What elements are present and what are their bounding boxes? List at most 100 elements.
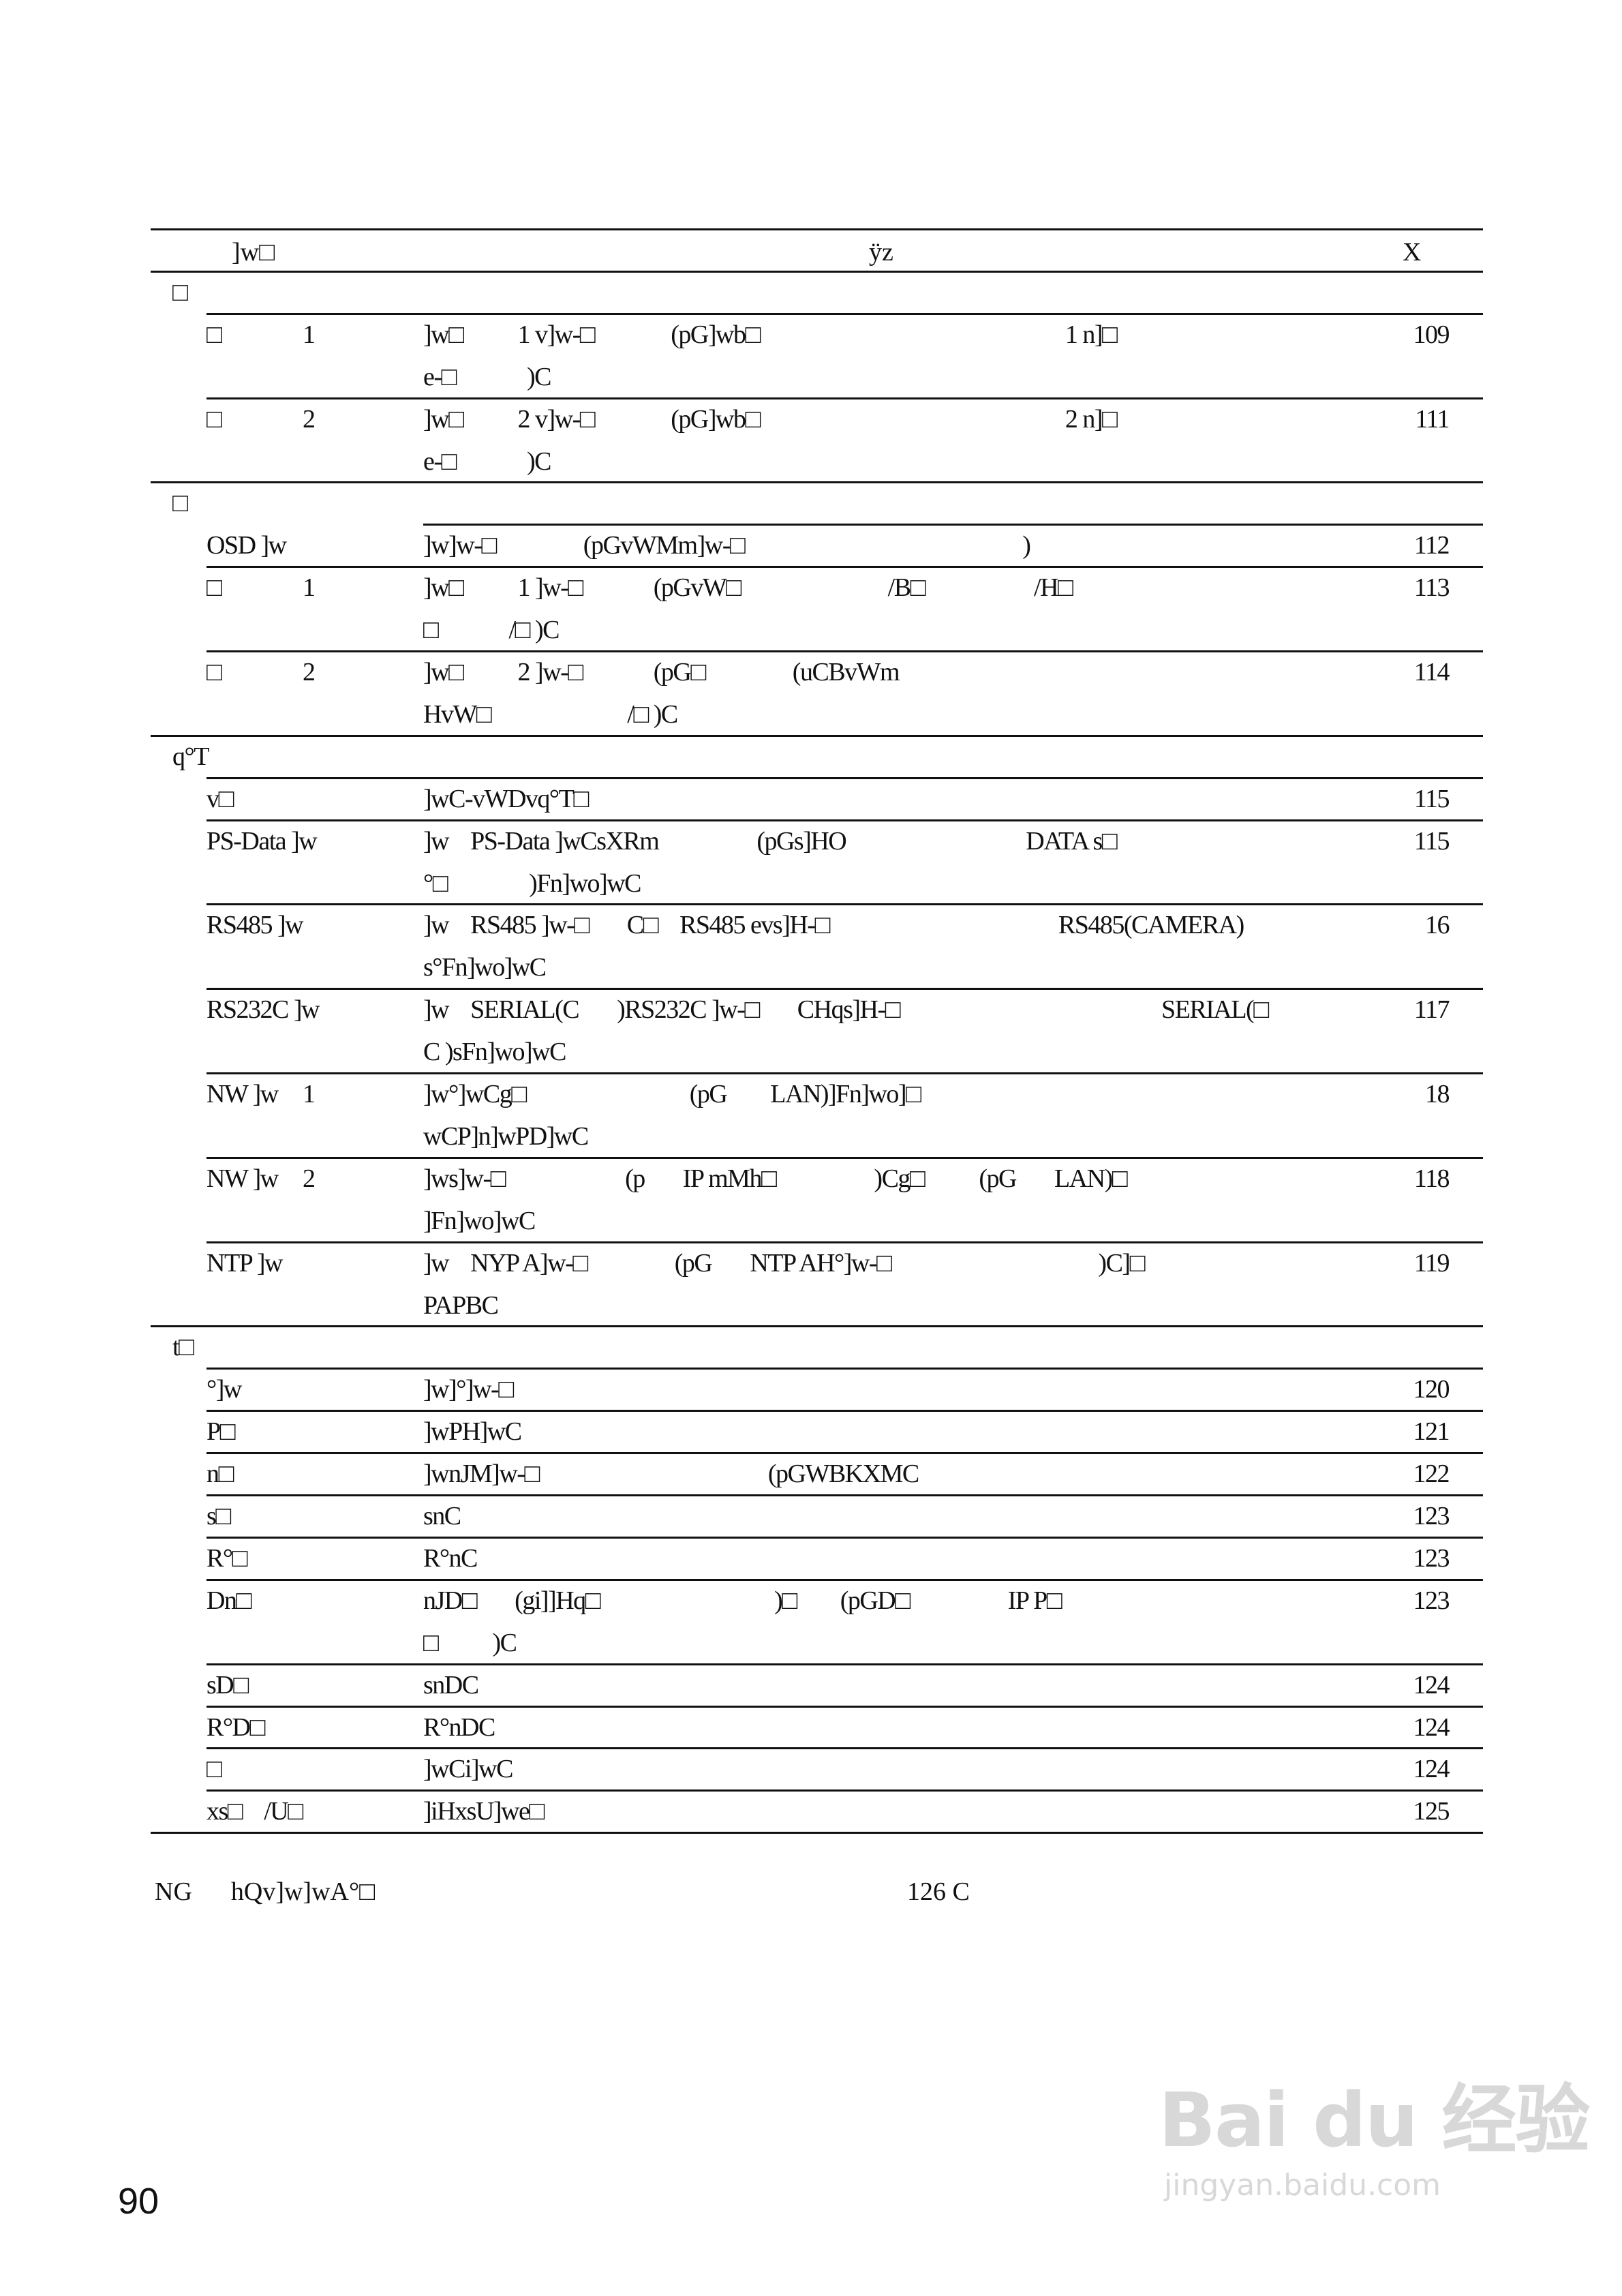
item-description: ]w]°]w-□ xyxy=(423,1375,514,1404)
header-page: X xyxy=(1403,238,1422,267)
row-rule xyxy=(206,988,1483,991)
item-description: HvW□ /□ )C xyxy=(423,699,678,729)
item-name: R°D□ xyxy=(206,1712,265,1742)
section-rule xyxy=(423,524,1483,526)
item-description: ]w SERIAL(C )RS232C ]w-□ CHqs]H-□ SERIAL… xyxy=(423,995,1269,1025)
item-page-number: 123 xyxy=(1413,1502,1450,1530)
item-name: RS232C ]w xyxy=(206,995,320,1025)
item-name: NTP ]w xyxy=(206,1248,283,1278)
item-description: ]w PS-Data ]wCsXRm (pGs]HO DATA s□ xyxy=(423,826,1118,856)
item-page-number: 124 xyxy=(1413,1755,1450,1784)
item-description: □ )C xyxy=(423,1628,517,1657)
top-rule xyxy=(151,228,1483,230)
item-page-number: 16 xyxy=(1425,911,1450,940)
item-description: ]wCi]wC xyxy=(423,1755,513,1784)
item-page-number: 124 xyxy=(1413,1712,1450,1742)
item-description: PAPBC xyxy=(423,1290,499,1320)
item-page-number: 121 xyxy=(1413,1417,1450,1447)
item-name: xs□ /U□ xyxy=(206,1797,303,1826)
item-description: ]iHxsU]we□ xyxy=(423,1797,545,1826)
header-rule xyxy=(151,270,1483,273)
row-rule xyxy=(206,1578,1483,1581)
item-description: ]w]w-□ (pGvWMm]w-□ ) xyxy=(423,531,1031,560)
item-name: n□ xyxy=(206,1460,234,1489)
item-page-number: 109 xyxy=(1413,320,1450,349)
item-page-number: 117 xyxy=(1413,995,1450,1025)
row-rule xyxy=(206,903,1483,906)
item-description: C )sFn]wo]wC xyxy=(423,1038,566,1067)
item-description: ]Fn]wo]wC xyxy=(423,1206,536,1235)
item-page-number: 18 xyxy=(1425,1080,1450,1108)
item-description: ]ws]w-□ (p IP mMh□ )Cg□ (pG LAN)□ xyxy=(423,1164,1128,1193)
section-heading: □ xyxy=(172,277,188,307)
item-page-number: 119 xyxy=(1413,1248,1450,1278)
row-rule xyxy=(206,819,1483,821)
header-name: ]w□ xyxy=(232,238,275,267)
item-name: □ xyxy=(206,320,222,349)
item-name: PS-Data ]w xyxy=(206,826,318,856)
item-name: RS485 ]w xyxy=(206,911,304,940)
item-name: °]w xyxy=(206,1375,242,1404)
section-heading: q°T xyxy=(172,742,209,771)
item-description: e-□ )C xyxy=(423,447,551,476)
item-name: Dn□ xyxy=(206,1586,251,1615)
item-description: ]w□ 1 ]w-□ (pGvW□ /B□ /H□ xyxy=(423,573,1073,603)
item-page-number: 123 xyxy=(1413,1586,1450,1615)
section-heading: t□ xyxy=(172,1333,194,1362)
footnote-text: NG hQv]w]wA°□ xyxy=(155,1877,376,1906)
item-description: wCP]n]wPD]wC xyxy=(423,1121,589,1151)
item-description: °□ )Fn]wo]wC xyxy=(423,868,641,898)
row-rule xyxy=(206,1072,1483,1074)
page-number: 90 xyxy=(118,2181,159,2222)
watermark-brand: Bai du 经验 xyxy=(1159,2076,1590,2164)
section-rule xyxy=(206,312,1483,315)
row-rule xyxy=(206,566,1483,569)
footnote-page-ref: 126 C xyxy=(907,1877,970,1906)
row-rule xyxy=(206,1452,1483,1455)
item-description: ]w RS485 ]w-□ C□ RS485 evs]H-□ RS485(CAM… xyxy=(423,911,1244,940)
item-description: snC xyxy=(423,1502,461,1530)
item-name: □ xyxy=(206,573,222,603)
item-number: 2 xyxy=(303,404,316,434)
row-rule xyxy=(151,481,1483,484)
item-page-number: 125 xyxy=(1413,1797,1450,1826)
item-name: □ xyxy=(206,1755,222,1784)
item-page-number: 114 xyxy=(1413,658,1450,686)
section-rule xyxy=(206,776,1483,779)
item-page-number: 124 xyxy=(1413,1670,1450,1700)
item-description: ]wPH]wC xyxy=(423,1417,522,1447)
item-name: NW ]w xyxy=(206,1080,279,1108)
item-name: NW ]w xyxy=(206,1164,279,1193)
item-description: ]w°]wCg□ (pG LAN)]Fn]wo]□ xyxy=(423,1080,921,1108)
row-rule xyxy=(151,734,1483,737)
item-name: □ xyxy=(206,404,222,434)
item-page-number: 113 xyxy=(1413,573,1450,603)
item-page-number: 115 xyxy=(1413,826,1450,856)
item-number: 1 xyxy=(303,320,316,349)
baidu-watermark-logo: Bai du 经验 jingyan.baidu.com xyxy=(1159,2059,1590,2203)
item-name: OSD ]w xyxy=(206,531,287,560)
item-page-number: 120 xyxy=(1413,1375,1450,1404)
item-description: ]wnJM]w-□ (pGWBKXMC xyxy=(423,1460,919,1489)
item-number: 1 xyxy=(303,1080,316,1108)
row-rule xyxy=(206,1789,1483,1792)
item-description: e-□ )C xyxy=(423,362,551,391)
item-page-number: 122 xyxy=(1413,1460,1450,1489)
item-page-number: 118 xyxy=(1413,1164,1450,1193)
header-description: ÿz xyxy=(869,238,893,267)
row-rule xyxy=(206,1241,1483,1243)
row-rule xyxy=(206,1494,1483,1496)
item-description: nJD□ (gi]]Hq□ )□ (pGD□ IP P□ xyxy=(423,1586,1062,1615)
item-name: sD□ xyxy=(206,1670,249,1700)
item-page-number: 123 xyxy=(1413,1543,1450,1573)
item-name: R°□ xyxy=(206,1543,248,1573)
item-name: v□ xyxy=(206,784,234,813)
section-heading: □ xyxy=(172,489,188,518)
item-page-number: 111 xyxy=(1415,404,1450,434)
item-description: ]w□ 2 v]w-□ (pG]wb□ 2 n]□ xyxy=(423,404,1118,434)
row-rule xyxy=(206,1536,1483,1539)
item-name: s□ xyxy=(206,1502,231,1530)
item-page-number: 115 xyxy=(1413,784,1450,813)
row-rule xyxy=(151,1325,1483,1328)
item-description: snDC xyxy=(423,1670,479,1700)
